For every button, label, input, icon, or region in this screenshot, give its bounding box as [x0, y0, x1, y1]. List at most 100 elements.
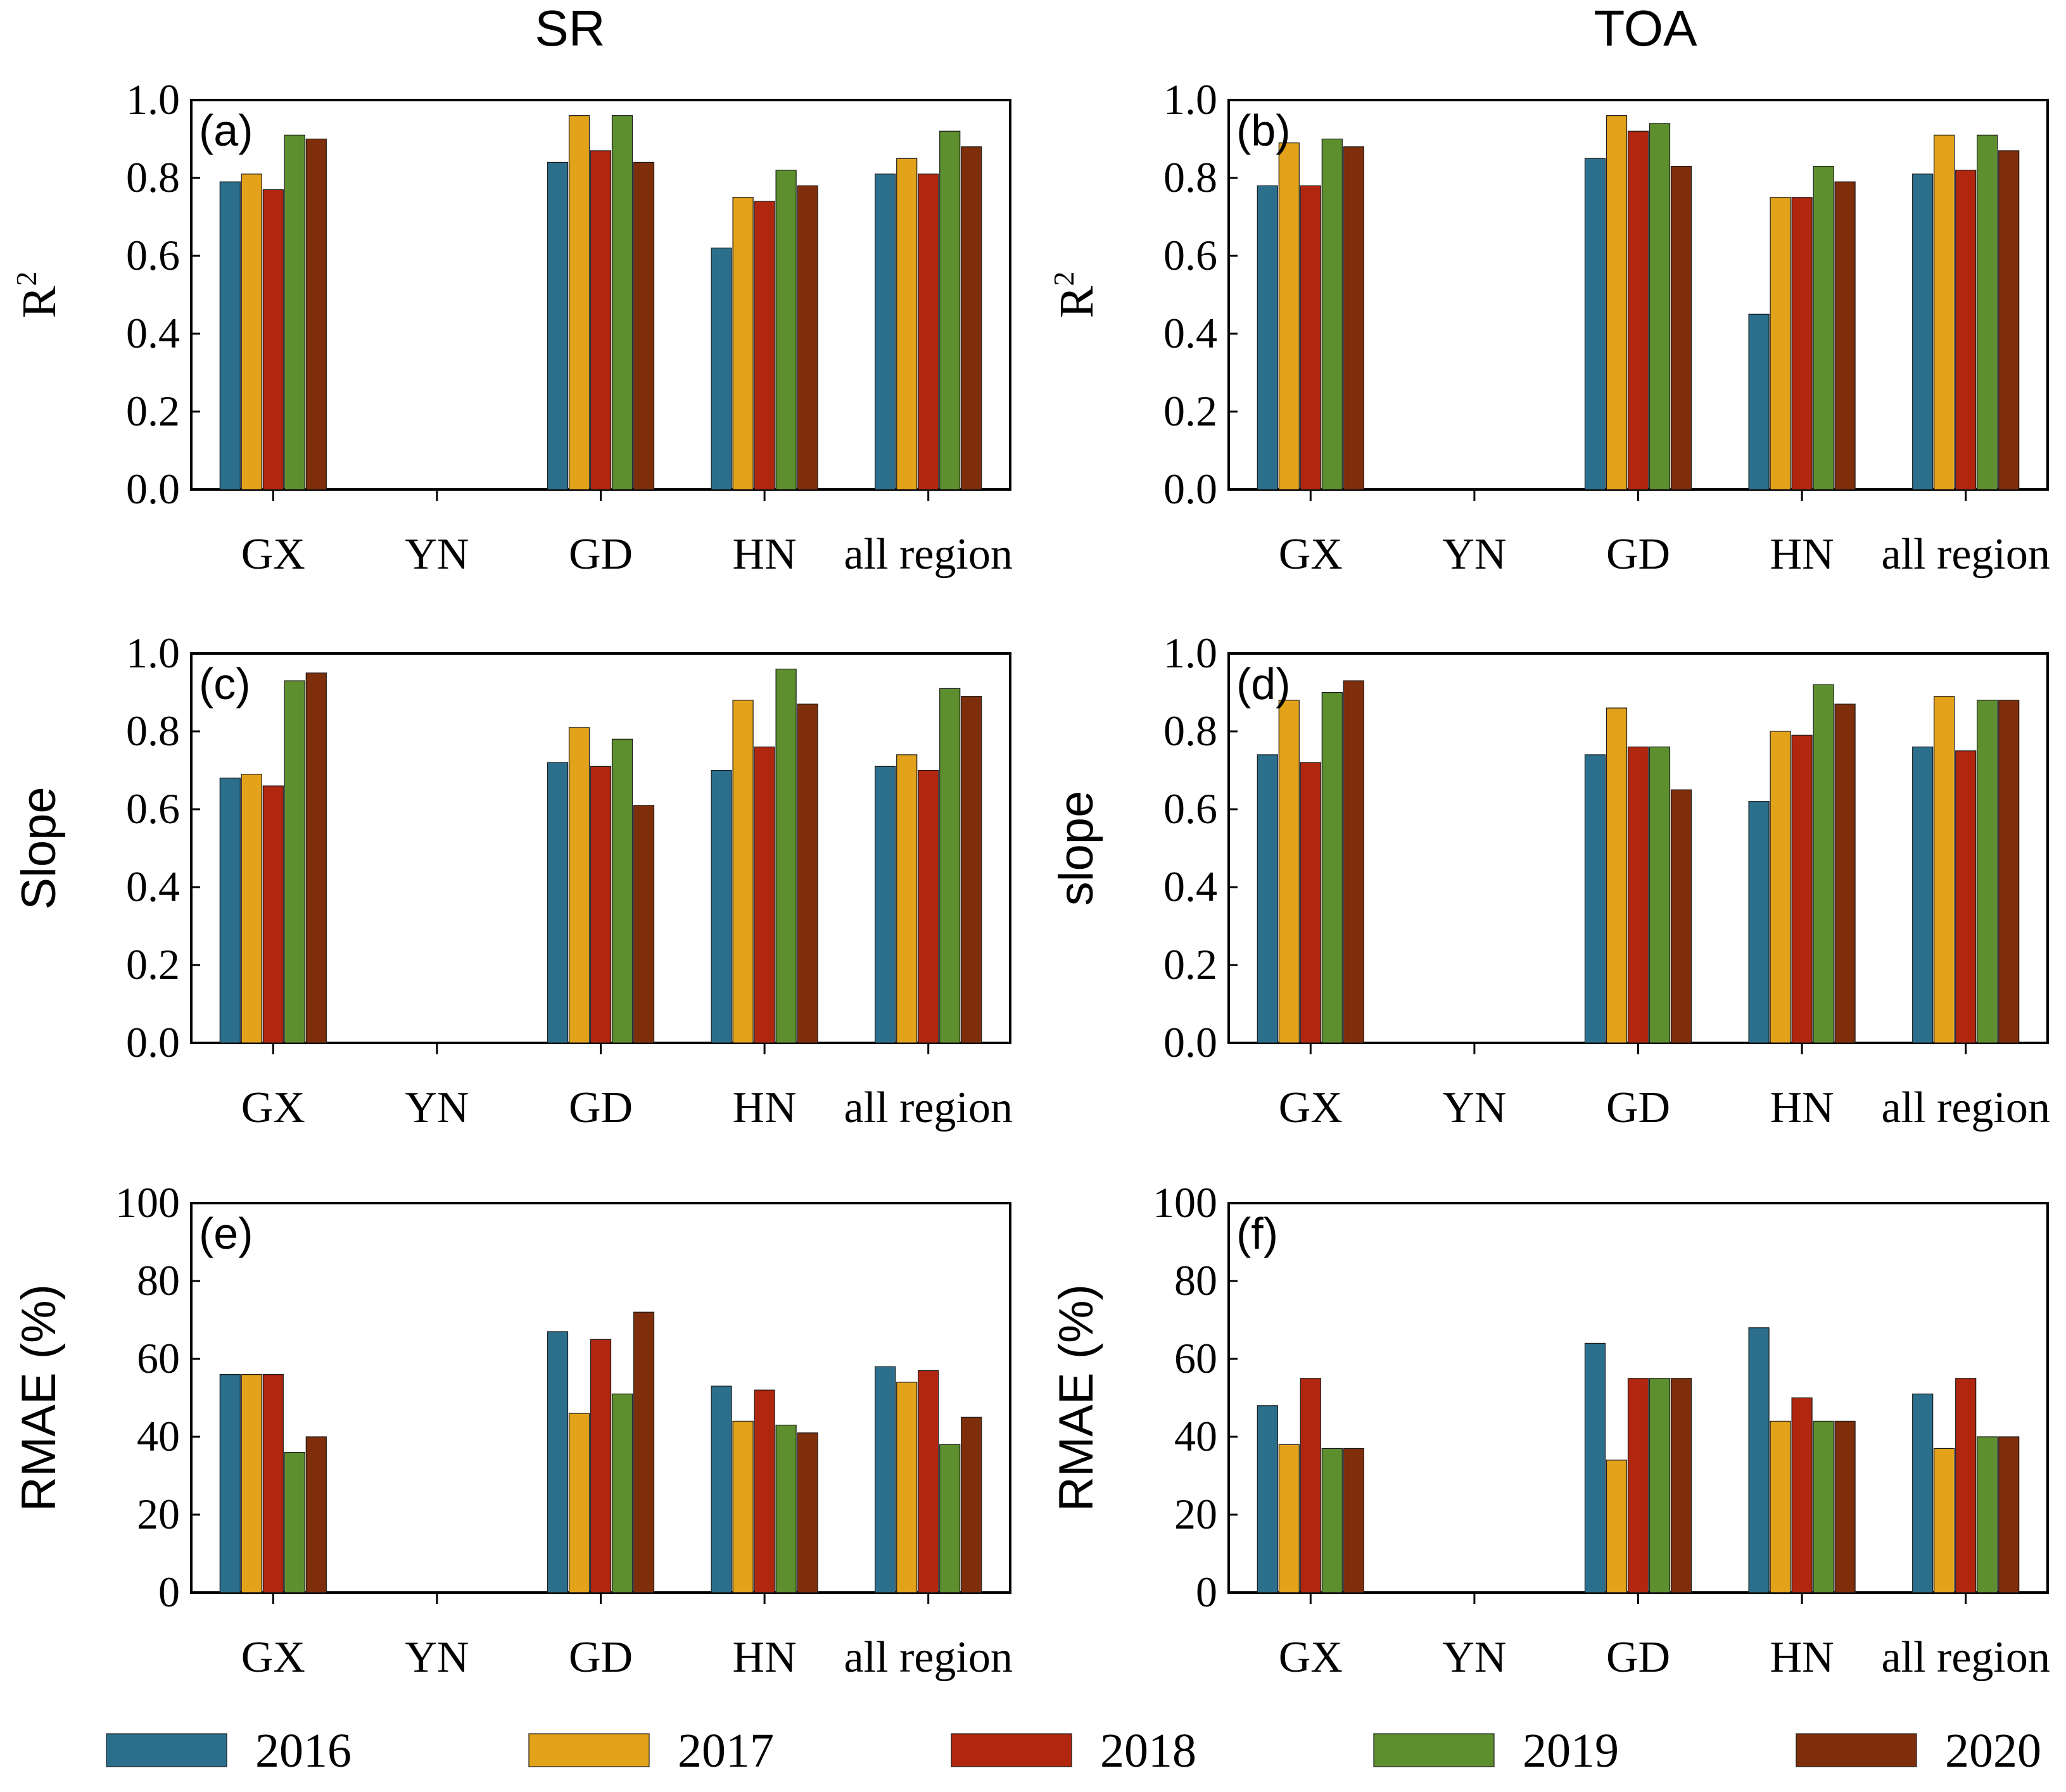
x-category-label: all region — [844, 530, 1013, 579]
x-category-label: YN — [405, 530, 469, 579]
bar-2020-hn — [1834, 704, 1856, 1044]
x-category-label: GD — [1606, 1083, 1670, 1132]
x-category-label: YN — [1442, 1633, 1506, 1682]
panel-tag: (e) — [199, 1209, 253, 1258]
bar-2017-gd — [1606, 1460, 1628, 1593]
y-tick-label: 1.0 — [1163, 629, 1217, 677]
bar-2018-hn — [1791, 197, 1813, 490]
y-axis-label: R2 — [10, 272, 66, 319]
y-tick-label: 80 — [137, 1256, 180, 1304]
bar-2019-hn — [775, 170, 797, 490]
y-tick-label: 20 — [1174, 1490, 1217, 1538]
bar-2017-all-region — [896, 754, 918, 1044]
y-axis-label: RMAE (%) — [1049, 1284, 1103, 1511]
bar-2017-gx — [1278, 700, 1300, 1044]
panel-e: 0 20 40 60 80 100 GX YN GD HN all region (e) RMAE (%… — [12, 1178, 1013, 1682]
y-tick-label: 0.0 — [1163, 465, 1217, 513]
bar-2019-hn — [1813, 1420, 1834, 1593]
bar-2016-gx — [1257, 754, 1278, 1044]
bar-2020-gd — [633, 1311, 655, 1593]
y-tick-label: 0.6 — [1163, 785, 1217, 833]
legend-label-2017: 2017 — [678, 1724, 774, 1777]
bar-2016-all-region — [875, 1366, 896, 1593]
bar-2019-all-region — [939, 688, 961, 1044]
bar-2016-gx — [219, 1374, 241, 1593]
bar-2019-gx — [1321, 1448, 1343, 1593]
bar-2019-gx — [284, 680, 305, 1044]
y-tick-label: 0.6 — [1163, 231, 1217, 279]
y-tick-label: 100 — [1153, 1178, 1217, 1227]
y-tick-label: 0.2 — [1163, 387, 1217, 435]
bar-2016-gx — [219, 778, 241, 1044]
legend-label-2020: 2020 — [1945, 1724, 2041, 1777]
bar-2017-all-region — [896, 158, 918, 490]
bar-2019-all-region — [1977, 134, 1998, 490]
bar-2020-all-region — [1998, 1436, 2020, 1593]
bar-2016-all-region — [1912, 174, 1934, 490]
legend-label-2016: 2016 — [255, 1724, 352, 1777]
y-tick-label: 0.4 — [126, 309, 180, 357]
bar-2018-all-region — [918, 769, 939, 1044]
x-category-label: all region — [844, 1083, 1013, 1132]
x-category-label: GD — [1606, 530, 1670, 579]
y-tick-label: 0.8 — [1163, 707, 1217, 755]
bar-2017-all-region — [1934, 696, 1955, 1044]
bar-2020-hn — [1834, 181, 1856, 490]
bar-2018-all-region — [1955, 750, 1977, 1044]
bar-2016-hn — [1748, 1327, 1770, 1593]
bar-2020-gx — [305, 672, 327, 1044]
bar-2019-gd — [611, 1393, 633, 1593]
bar-2016-gd — [1584, 754, 1606, 1044]
x-category-label: GD — [1606, 1633, 1670, 1682]
y-tick-label: 60 — [1174, 1334, 1217, 1382]
bar-2018-hn — [1791, 1397, 1813, 1593]
bar-2017-gd — [568, 727, 590, 1044]
bar-2020-gd — [1670, 165, 1692, 490]
bar-2017-gd — [1606, 707, 1628, 1044]
y-tick-label: 0.0 — [1163, 1018, 1217, 1066]
x-category-label: GX — [241, 1633, 305, 1682]
panel-d: 0.0 0.2 0.4 0.6 0.8 1.0 GX YN GD HN all region (d) s… — [1049, 629, 2050, 1132]
bar-2020-all-region — [961, 146, 982, 490]
y-tick-label: 0 — [1196, 1568, 1217, 1616]
panel-tag: (b) — [1236, 106, 1291, 155]
bar-2019-all-region — [1977, 700, 1998, 1044]
y-tick-label: 0.6 — [126, 785, 180, 833]
y-axis-label: R2 — [1048, 272, 1103, 319]
bar-2019-hn — [1813, 684, 1834, 1044]
column-title-toa: TOA — [1594, 0, 1697, 56]
bar-2019-gd — [611, 738, 633, 1044]
bar-2017-gx — [241, 1374, 262, 1593]
bar-2016-hn — [1748, 801, 1770, 1044]
y-tick-label: 1.0 — [126, 629, 180, 677]
bar-2020-gx — [1343, 1448, 1364, 1593]
bar-2017-all-region — [1934, 134, 1955, 490]
x-category-label: YN — [1442, 1083, 1506, 1132]
x-category-label: YN — [405, 1083, 469, 1132]
bar-2016-gx — [1257, 185, 1278, 490]
bar-2018-gd — [1627, 1378, 1649, 1593]
panel-a: 0.0 0.2 0.4 0.6 0.8 1.0 GX YN GD HN all region (a) R… — [10, 75, 1013, 579]
x-category-label: all region — [1882, 530, 2050, 579]
bar-2018-gd — [590, 766, 612, 1044]
x-category-label: GX — [241, 1083, 305, 1132]
bar-2018-gx — [262, 1374, 284, 1593]
bar-2019-gd — [1649, 1378, 1671, 1593]
column-title-sr: SR — [535, 0, 605, 56]
panel-tag: (c) — [199, 659, 251, 709]
x-category-label: HN — [733, 530, 797, 579]
x-category-label: all region — [844, 1633, 1013, 1682]
bar-2018-hn — [1791, 735, 1813, 1044]
bar-2016-hn — [711, 1385, 732, 1593]
legend-swatch-2016 — [106, 1733, 227, 1767]
y-tick-label: 1.0 — [126, 75, 180, 123]
y-tick-label: 1.0 — [1163, 75, 1217, 123]
x-category-label: HN — [1770, 1633, 1834, 1682]
bar-2018-hn — [754, 1389, 775, 1593]
bar-2018-gd — [1627, 130, 1649, 490]
bar-2019-gd — [611, 115, 633, 490]
bar-2017-hn — [732, 197, 754, 490]
y-tick-label: 60 — [137, 1334, 180, 1382]
y-axis-label: Slope — [12, 786, 66, 909]
